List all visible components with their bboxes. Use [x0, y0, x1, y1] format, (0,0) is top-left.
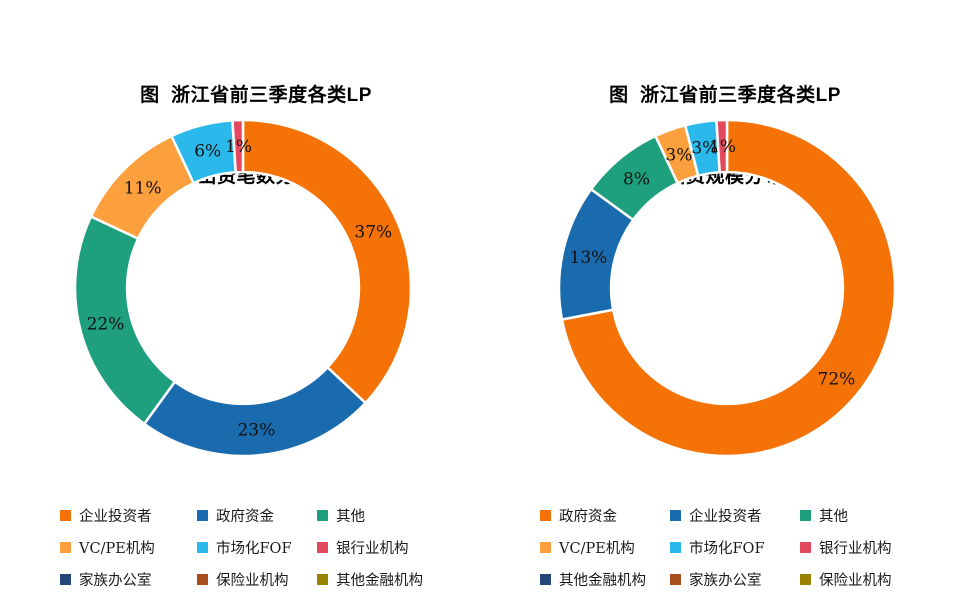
donut-segment-银行业机构 [231, 118, 245, 174]
legend-label: 其他金融机构 [559, 572, 646, 589]
percent-label-政府资金: 72% [818, 369, 856, 389]
legend-label: 保险业机构 [819, 572, 892, 589]
donut-segment-政府资金 [143, 366, 367, 458]
legend-label: 其他 [336, 508, 365, 525]
legend-label: 市场化FOF [689, 540, 765, 557]
legend-label: 银行业机构 [336, 540, 409, 557]
legend-swatch-icon [317, 573, 328, 585]
legend-swatch-icon [60, 509, 71, 521]
percent-label-银行业机构: 1% [225, 137, 252, 157]
percent-label-政府资金: 23% [237, 420, 275, 440]
legend-item-VC/PE机构: VC/PE机构 [540, 537, 670, 558]
legend-swatch-icon [540, 573, 551, 585]
legend-item-VC/PE机构: VC/PE机构 [60, 537, 197, 558]
donut-segment-银行业机构 [715, 118, 729, 174]
legend-item-企业投资者: 企业投资者 [60, 505, 197, 526]
right-chart-title-line-1: 图 浙江省前三季度各类LP [609, 85, 841, 106]
left-chart-legend: 企业投资者 政府资金 其他 VC/PE机构 市场化FOF 银行业机构家族办公室 保险业机构 其… [60, 499, 467, 595]
legend-swatch-icon [800, 573, 811, 585]
donut-segment-政府资金 [560, 118, 897, 458]
legend-item-市场化FOF: 市场化FOF [670, 537, 800, 558]
legend-label: VC/PE机构 [79, 540, 155, 557]
legend-swatch-icon [670, 573, 681, 585]
legend-swatch-icon [540, 509, 551, 521]
right-chart-legend: 政府资金 企业投资者 其他 VC/PE机构 市场化FOF 银行业机构其他金融机构 家族办公室… [540, 499, 950, 595]
donut-segment-企业投资者 [241, 118, 413, 405]
legend-item-家族办公室: 家族办公室 [670, 569, 800, 590]
legend-item-市场化FOF: 市场化FOF [197, 537, 317, 558]
legend-item-政府资金: 政府资金 [540, 505, 670, 526]
legend-item-企业投资者: 企业投资者 [670, 505, 800, 526]
percent-label-其他: 22% [87, 314, 125, 334]
legend-item-银行业机构: 银行业机构 [800, 537, 950, 558]
legend-swatch-icon [540, 541, 551, 553]
legend-swatch-icon [317, 509, 328, 521]
legend-item-政府资金: 政府资金 [197, 505, 317, 526]
legend-swatch-icon [800, 541, 811, 553]
percent-label-市场化FOF: 6% [194, 141, 221, 161]
legend-swatch-icon [670, 541, 681, 553]
percent-label-企业投资者: 13% [570, 248, 608, 268]
legend-item-其他: 其他 [800, 505, 950, 526]
percent-label-VC/PE机构: 11% [124, 179, 162, 199]
legend-label: 政府资金 [216, 508, 274, 525]
legend-label: 家族办公室 [689, 572, 762, 589]
legend-swatch-icon [197, 573, 208, 585]
legend-label: 企业投资者 [689, 508, 762, 525]
donut-chart-scale-distribution: 72%13%8%3%3%1% [557, 118, 897, 458]
legend-label: 政府资金 [559, 508, 617, 525]
legend-swatch-icon [800, 509, 811, 521]
legend-label: 市场化FOF [216, 540, 292, 557]
legend-swatch-icon [317, 541, 328, 553]
percent-label-VC/PE机构: 3% [665, 145, 692, 165]
percent-label-其他: 8% [623, 170, 650, 190]
donut-chart-count-distribution: 37% 23% 22% 11% 6% 1% [73, 118, 413, 458]
legend-label: 其他 [819, 508, 848, 525]
legend-item-保险业机构: 保险业机构 [197, 569, 317, 590]
legend-label: 家族办公室 [79, 572, 152, 589]
legend-swatch-icon [197, 509, 208, 521]
percent-label-企业投资者: 37% [354, 223, 392, 243]
percent-label-银行业机构: 1% [709, 137, 736, 157]
legend-item-其他: 其他 [317, 505, 467, 526]
legend-item-家族办公室: 家族办公室 [60, 569, 197, 590]
percent-label-市场化FOF: 3% [691, 139, 718, 159]
legend-swatch-icon [670, 509, 681, 521]
legend-label: VC/PE机构 [559, 540, 635, 557]
legend-label: 其他金融机构 [336, 572, 423, 589]
legend-swatch-icon [60, 573, 71, 585]
legend-swatch-icon [60, 541, 71, 553]
legend-item-其他金融机构: 其他金融机构 [317, 569, 467, 590]
legend-item-保险业机构: 保险业机构 [800, 569, 950, 590]
legend-item-其他金融机构: 其他金融机构 [540, 569, 670, 590]
legend-swatch-icon [197, 541, 208, 553]
left-chart-title-line-1: 图 浙江省前三季度各类LP [140, 85, 372, 106]
legend-label: 银行业机构 [819, 540, 892, 557]
legend-item-银行业机构: 银行业机构 [317, 537, 467, 558]
legend-label: 企业投资者 [79, 508, 152, 525]
legend-label: 保险业机构 [216, 572, 289, 589]
